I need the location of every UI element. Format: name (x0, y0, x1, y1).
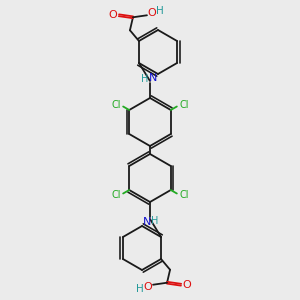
Text: O: O (148, 8, 156, 18)
Text: H: H (156, 6, 164, 16)
Text: H: H (151, 216, 159, 226)
Text: Cl: Cl (179, 100, 189, 110)
Text: O: O (144, 282, 152, 292)
Text: N: N (149, 73, 157, 83)
Text: O: O (183, 280, 191, 290)
Text: N: N (143, 217, 151, 227)
Text: Cl: Cl (179, 190, 189, 200)
Text: Cl: Cl (111, 190, 121, 200)
Text: H: H (136, 284, 144, 294)
Text: H: H (141, 74, 149, 84)
Text: Cl: Cl (111, 100, 121, 110)
Text: O: O (109, 10, 117, 20)
